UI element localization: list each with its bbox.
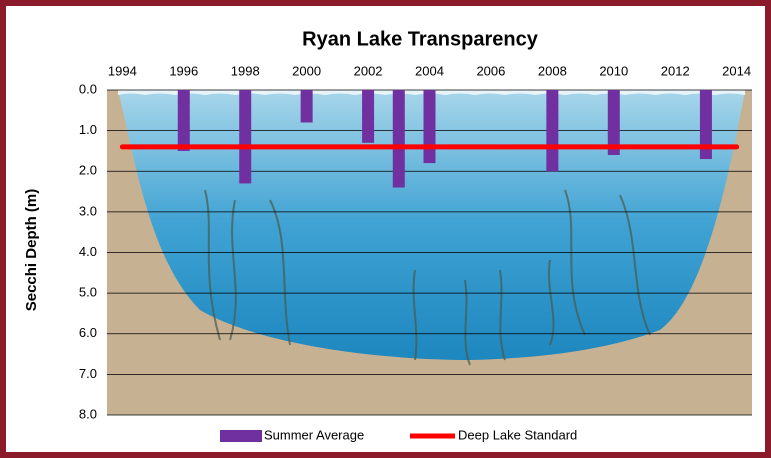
y-tick-label: 8.0 [79,406,97,421]
bar [423,90,436,164]
y-tick-label: 7.0 [79,366,97,381]
x-tick-label: 1998 [231,63,260,78]
x-tick-label: 2010 [599,63,628,78]
x-tick-label: 2002 [354,63,383,78]
x-tick-label: 2004 [415,63,444,78]
lake [118,90,745,360]
y-tick-label: 0.0 [79,81,97,96]
bar [546,90,559,172]
bar [392,90,405,188]
chart-title: Ryan Lake Transparency [302,28,539,50]
x-tick-label: 2006 [476,63,505,78]
x-tick-label: 2012 [661,63,690,78]
y-tick-label: 2.0 [79,163,97,178]
bar [239,90,252,184]
bar [362,90,375,143]
bar [607,90,620,155]
x-tick-label: 2014 [722,63,751,78]
weeds [204,189,651,366]
y-tick-label: 1.0 [79,122,97,137]
y-tick-label: 4.0 [79,244,97,259]
bar [300,90,313,123]
x-tick-label: 1996 [169,63,198,78]
bar [177,90,190,151]
y-tick-label: 3.0 [79,203,97,218]
legend-label: Summer Average [264,427,364,442]
y-tick-label: 5.0 [79,285,97,300]
x-tick-label: 2008 [538,63,567,78]
x-tick-label: 2000 [292,63,321,78]
y-axis-label: Secchi Depth (m) [23,189,40,312]
bar [699,90,712,160]
y-tick-label: 6.0 [79,325,97,340]
legend-label: Deep Lake Standard [458,427,577,442]
legend-swatch [220,430,262,442]
x-tick-label: 1994 [108,63,137,78]
